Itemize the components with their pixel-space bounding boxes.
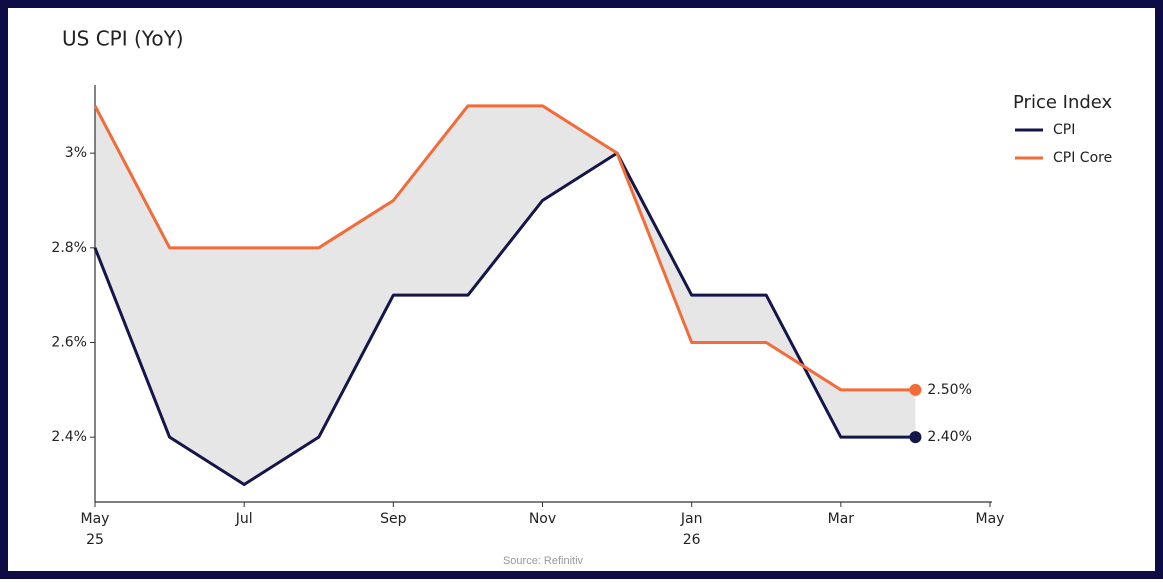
line-series — [93, 104, 916, 392]
x-tick-label: Mar — [828, 511, 855, 527]
band-fill — [95, 105, 916, 485]
end-point — [909, 431, 922, 444]
x-tick-label: May — [976, 511, 1005, 527]
y-tick-label: 2.6% — [51, 334, 87, 350]
source: Source: Refinitiv — [503, 555, 584, 567]
line-series — [93, 151, 916, 486]
value-label: 2.40% — [927, 429, 971, 445]
x-tick-label: Jan — [680, 511, 703, 527]
legend-label: CPI Core — [1053, 150, 1112, 166]
chart-title: US CPI (YoY) — [62, 27, 184, 51]
x-tick-label: 26 — [683, 532, 701, 548]
value-label: 2.50% — [927, 382, 971, 398]
legend-label: CPI — [1053, 122, 1075, 138]
x-tick-label: Sep — [380, 511, 407, 527]
x-tick-label: Jul — [235, 511, 253, 527]
x-tick-label: 25 — [86, 532, 104, 548]
x-tick-label: May — [81, 511, 110, 527]
end-point — [909, 383, 922, 396]
y-tick-label: 2.8% — [51, 240, 87, 256]
legend-title: Price Index — [1013, 92, 1113, 113]
y-tick-label: 3% — [65, 145, 87, 161]
x-tick-label: Nov — [529, 511, 556, 527]
y-tick-label: 2.4% — [51, 429, 87, 445]
